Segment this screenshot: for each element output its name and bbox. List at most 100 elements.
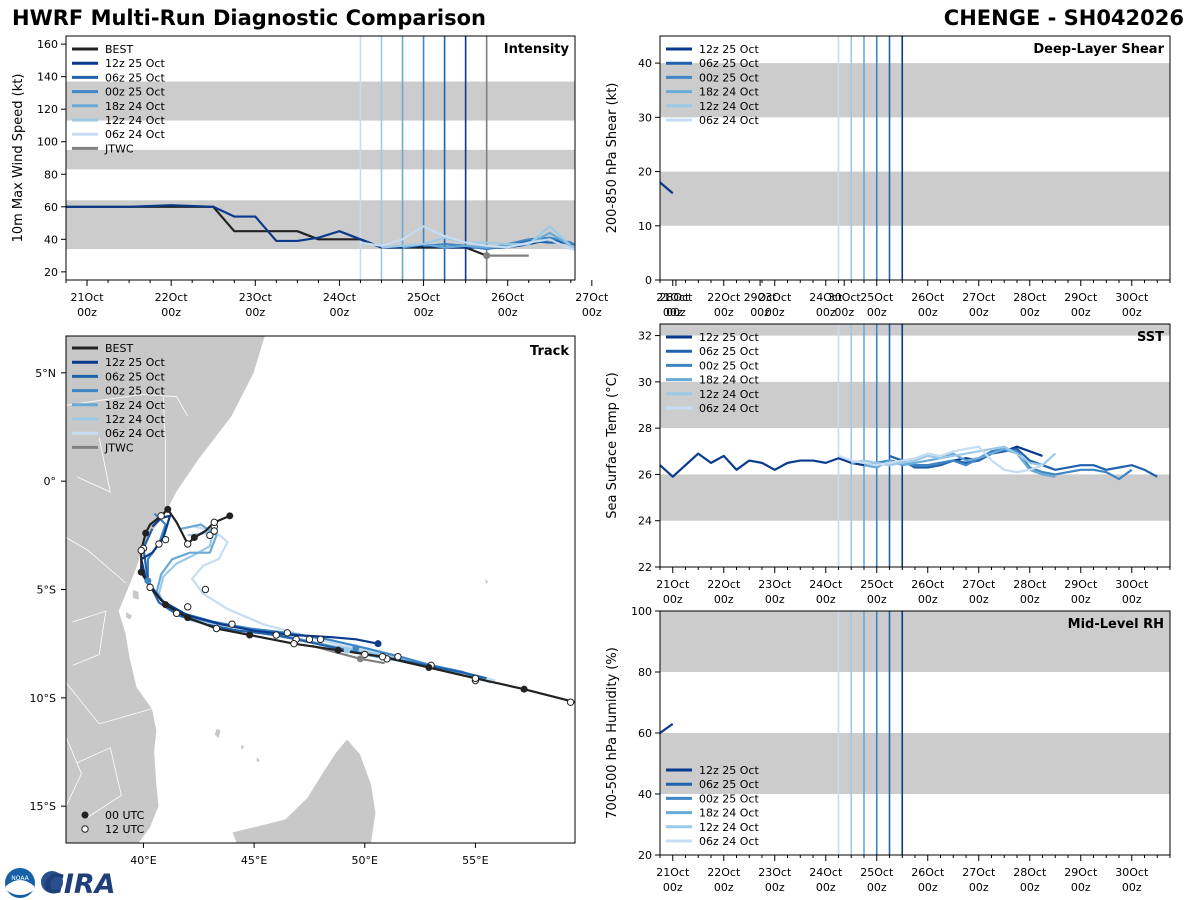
y-tick-label: 24	[638, 515, 652, 528]
track-marker-00z	[343, 646, 351, 654]
lat-tick-label: 10°S	[30, 692, 56, 705]
x-tick-label-hour: 00z	[663, 593, 683, 606]
x-tick-label-date: 26Oct	[911, 866, 945, 879]
track-marker-00z	[144, 577, 152, 585]
legend-label: BEST	[105, 43, 133, 56]
x-tick-label-hour: 00z	[714, 306, 734, 319]
x-tick-label-date: 21Oct	[656, 578, 690, 591]
x-tick-label-date: 25Oct	[860, 578, 894, 591]
x-tick-label-hour: 00z	[245, 306, 265, 319]
x-tick-label-hour: 00z	[816, 306, 836, 319]
country-border	[66, 736, 82, 807]
best-marker-00z	[137, 568, 145, 576]
x-tick-label-hour: 00z	[1020, 593, 1040, 606]
marker-legend-label: 00 UTC	[105, 809, 145, 822]
y-tick-label: 20	[638, 849, 652, 862]
map-area	[66, 336, 575, 843]
x-tick-label-hour: 00z	[1071, 306, 1091, 319]
y-axis-label: Sea Surface Temp (°C)	[605, 372, 620, 519]
y-tick-label: 0	[645, 274, 652, 287]
plot-area	[660, 36, 1170, 280]
x-tick-label-date: 24Oct	[809, 291, 843, 304]
country-border	[76, 747, 122, 818]
best-marker-12z	[146, 583, 154, 592]
track-marker-12z	[210, 527, 218, 535]
y-tick-label: 30	[638, 376, 652, 389]
jtwc-init-marker	[483, 252, 491, 260]
x-tick-label-date: 30Oct	[1115, 578, 1149, 591]
series-line-run_12z25	[660, 181, 674, 195]
x-tick-label-date: 26Oct	[491, 291, 525, 304]
lat-tick-label: 5°S	[37, 584, 56, 597]
threshold-band	[660, 474, 1170, 521]
y-tick-label: 140	[37, 71, 58, 84]
x-tick-label-date: 27Oct	[962, 866, 996, 879]
series-line-run_06z25	[889, 447, 1158, 478]
x-tick-label-date: 24Oct	[323, 291, 357, 304]
x-tick-label-date: 28Oct	[659, 291, 693, 304]
legend-label: 06z 25 Oct	[105, 370, 165, 383]
threshold-band	[660, 611, 1170, 672]
figure-title: HWRF Multi-Run Diagnostic Comparison	[12, 6, 487, 30]
y-tick-label: 30	[638, 111, 652, 124]
best-marker-12z	[157, 512, 165, 520]
x-tick-label-hour: 00z	[834, 306, 854, 319]
legend-label: 06z 24 Oct	[105, 427, 165, 440]
y-axis-label: 700-500 hPa Humidity (%)	[605, 647, 620, 819]
legend-label: 12z 25 Oct	[105, 356, 165, 369]
track-panel: 40°E 45°E 50°E 55°E 5°N 0° 5°S 10°S 15°S Track BES…	[30, 335, 576, 867]
x-tick-label-hour: 00z	[414, 306, 434, 319]
x-tick-label-hour: 00z	[765, 306, 785, 319]
x-tick-label-hour: 00z	[1122, 593, 1142, 606]
series-line-run_06z24	[838, 445, 1043, 474]
best-marker-00z	[425, 664, 433, 671]
series-line-run_18z24	[863, 447, 1056, 478]
x-tick-label-hour: 00z	[918, 881, 938, 894]
plot-frame	[65, 35, 576, 281]
lon-tick-label: 50°E	[352, 854, 378, 867]
x-tick-label-date: 22Oct	[707, 578, 741, 591]
lat-tick-label: 5°N	[35, 367, 56, 380]
best-marker-12z	[137, 546, 145, 555]
x-tick-label-date: 23Oct	[239, 291, 273, 304]
x-tick-label-hour: 00z	[714, 881, 734, 894]
x-tick-label-hour: 00z	[750, 306, 770, 319]
jtwc-marker	[356, 655, 364, 663]
cira-logo: NOAA CIRA	[5, 868, 116, 900]
threshold-band	[660, 733, 1170, 794]
lat-tick-label: 0°	[44, 475, 57, 488]
x-tick-label-hour: 00z	[714, 593, 734, 606]
threshold-band	[66, 200, 575, 250]
x-tick-label-date: 25Oct	[407, 291, 441, 304]
x-tick-label-date: 21Oct	[71, 291, 105, 304]
plot-area	[66, 36, 575, 280]
marker-legend-12z-icon	[81, 825, 89, 833]
x-tick-label-hour: 00z	[867, 306, 887, 319]
legend-label: 12z 24 Oct	[699, 388, 759, 401]
intensity-panel: 2040608010012014016021Oct00z22Oct00z23Oc…	[11, 35, 861, 319]
track-marker-00z	[374, 640, 382, 648]
threshold-band	[660, 381, 1170, 429]
y-tick-label: 60	[44, 201, 58, 214]
x-tick-label-hour: 00z	[867, 881, 887, 894]
legend-label: 06z 24 Oct	[699, 114, 759, 127]
y-tick-label: 80	[638, 666, 652, 679]
threshold-band	[66, 81, 575, 121]
y-tick-label: 40	[44, 233, 58, 246]
x-tick-label-date: 21Oct	[656, 291, 690, 304]
x-tick-label-date: 29Oct	[744, 291, 778, 304]
best-marker-00z	[520, 685, 528, 693]
x-tick-label-date: 29Oct	[1064, 866, 1098, 879]
legend-label: 06z 24 Oct	[699, 835, 759, 848]
y-axis-label: 10m Max Wind Speed (kt)	[11, 74, 26, 243]
track-marker-12z	[361, 650, 369, 659]
legend-label: 00z 25 Oct	[699, 792, 759, 805]
x-tick-label-date: 30Oct	[1115, 866, 1149, 879]
best-marker-00z	[184, 614, 192, 622]
land-island	[125, 610, 133, 621]
lon-tick-label: 45°E	[241, 854, 267, 867]
legend-label: 12z 25 Oct	[699, 764, 759, 777]
land-island	[255, 755, 262, 764]
y-axis-label: 200-850 hPa Shear (kt)	[605, 83, 620, 234]
legend-label: BEST	[105, 342, 133, 355]
